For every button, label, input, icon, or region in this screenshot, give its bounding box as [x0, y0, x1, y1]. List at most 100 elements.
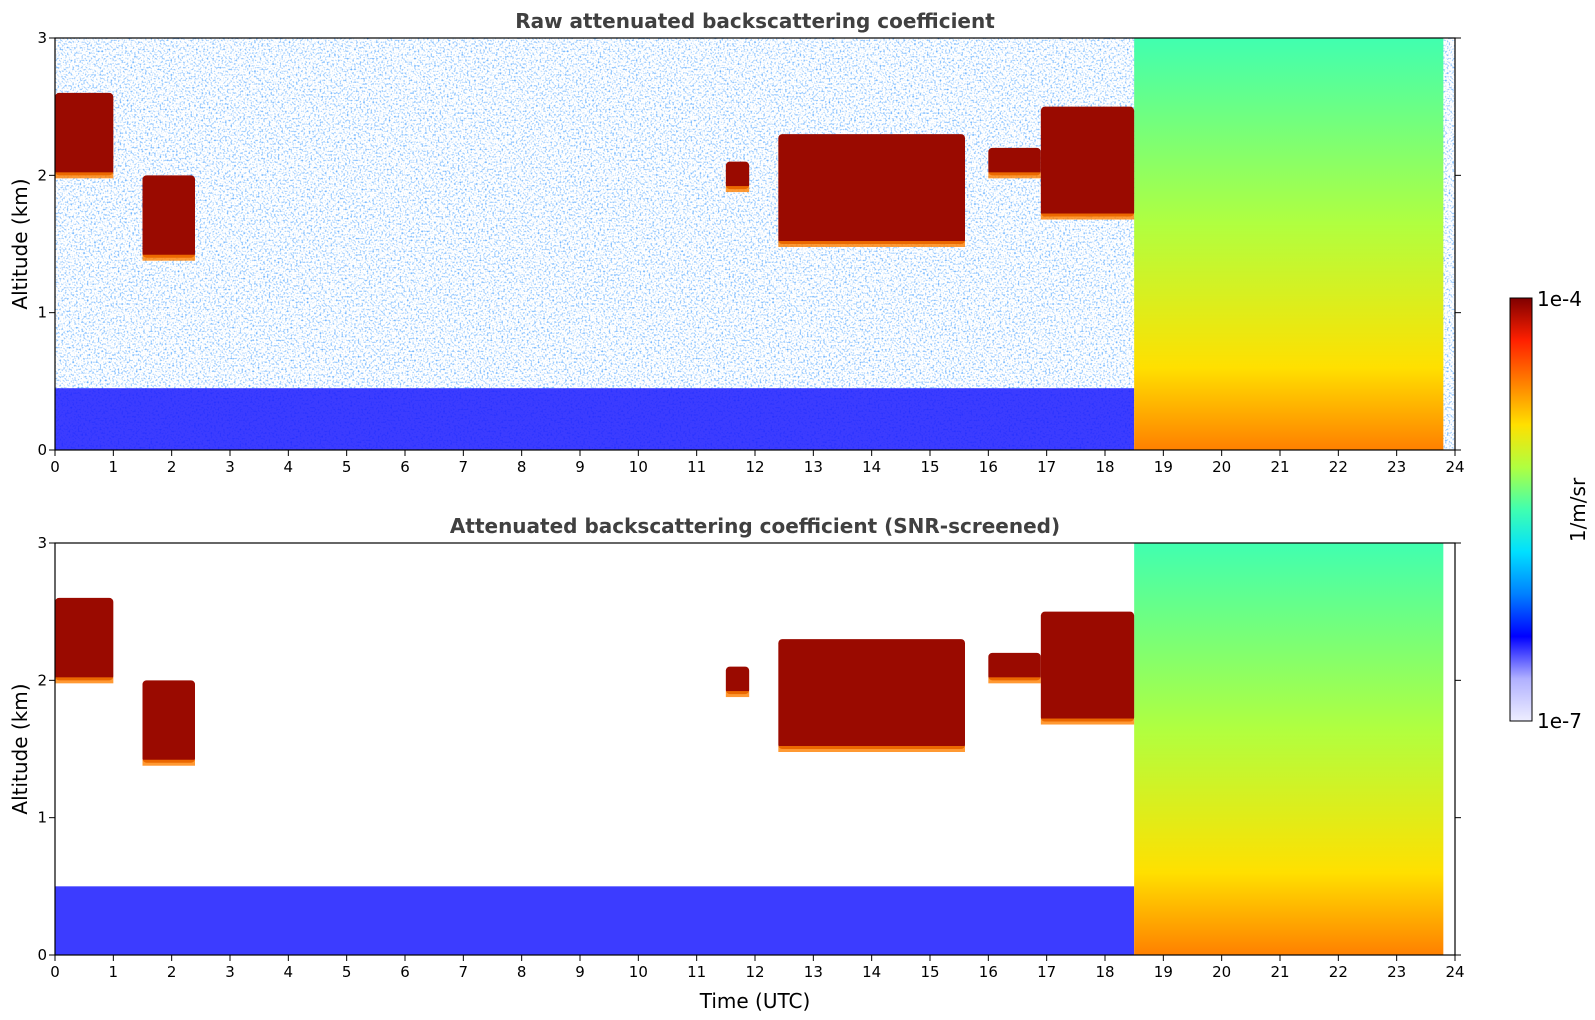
heatmap-feature-cloud [142, 680, 195, 763]
x-tick-label: 19 [1154, 963, 1173, 981]
y-tick-label: 1 [37, 304, 47, 322]
x-tick-label: 18 [1095, 458, 1114, 476]
heatmap-feature-cloud [1040, 106, 1135, 217]
x-tick-label: 23 [1387, 963, 1406, 981]
x-tick-label: 5 [342, 963, 352, 981]
x-tick-label: 14 [862, 458, 881, 476]
cloud-edge [725, 186, 750, 193]
cloud-edge [142, 759, 195, 766]
x-tick-label: 6 [400, 458, 410, 476]
x-tick-label: 13 [804, 963, 823, 981]
x-tick-label: 22 [1329, 458, 1348, 476]
cloud-edge [725, 691, 750, 698]
heatmap-feature-cloud [142, 175, 195, 258]
heatmap-area [55, 543, 1455, 955]
y-axis: 0 1 2 3 [37, 29, 1461, 459]
x-tick-label: 8 [517, 458, 527, 476]
x-tick-label: 17 [1037, 963, 1056, 981]
heatmap-area [55, 38, 1455, 450]
x-tick-label: 2 [167, 458, 177, 476]
x-tick-label: 22 [1329, 963, 1348, 981]
y-tick-label: 0 [37, 441, 47, 459]
x-tick-label: 9 [575, 963, 585, 981]
x-tick-label: 17 [1037, 458, 1056, 476]
heatmap-feature-boundary-layer-aerosol [55, 886, 1135, 955]
heatmap-feature-cloud [988, 147, 1041, 176]
y-tick-label: 1 [37, 809, 47, 827]
y-axis: 0 1 2 3 [37, 534, 1461, 964]
y-tick-label: 3 [37, 29, 47, 47]
panel-title: Raw attenuated backscattering coefficien… [515, 9, 995, 33]
heatmap-feature-cloud [725, 161, 750, 190]
heatmap-feature-cloud [55, 92, 114, 176]
panel-screened: Attenuated backscattering coefficient (S… [8, 514, 1465, 1013]
x-tick-label: 13 [804, 458, 823, 476]
panel-title: Attenuated backscattering coefficient (S… [450, 514, 1060, 538]
cloud-edge [988, 677, 1041, 684]
x-tick-label: 0 [50, 458, 60, 476]
y-axis-label: Altitude (km) [8, 683, 32, 814]
cloud-edge [778, 746, 965, 752]
x-tick-label: 7 [459, 458, 469, 476]
heatmap-feature-cloud [55, 597, 114, 681]
heatmap-feature-boundary-layer-aerosol [55, 388, 1135, 450]
x-axis: 0 1 2 3 4 5 6 7 8 9 10 11 12 13 14 15 16 17 18 19 20 21 22 23 24 [50, 955, 1465, 981]
colorbar-gradient [1510, 298, 1532, 721]
x-tick-label: 0 [50, 963, 60, 981]
x-tick-label: 5 [342, 458, 352, 476]
x-tick-label: 21 [1270, 963, 1289, 981]
heatmap-feature-rain-virga [1134, 543, 1444, 955]
colorbar: 1e-4 1e-7 1/m/sr [1509, 287, 1590, 733]
x-tick-label: 12 [745, 458, 764, 476]
colorbar-min-label: 1e-7 [1537, 709, 1582, 733]
x-tick-label: 3 [225, 458, 235, 476]
x-tick-label: 18 [1095, 963, 1114, 981]
y-tick-label: 3 [37, 534, 47, 552]
y-tick-label: 0 [37, 946, 47, 964]
x-tick-label: 16 [979, 458, 998, 476]
heatmap-feature-cloud [778, 134, 965, 244]
cloud-edge [142, 254, 195, 261]
heatmap-feature-cloud [1040, 611, 1135, 722]
x-axis-label: Time (UTC) [699, 989, 811, 1013]
cloud-edge [55, 172, 114, 179]
x-tick-label: 1 [109, 963, 119, 981]
x-tick-label: 20 [1212, 963, 1231, 981]
colorbar-frame [1509, 297, 1533, 722]
panel-raw: Raw attenuated backscattering coefficien… [8, 9, 1465, 476]
x-tick-label: 3 [225, 963, 235, 981]
x-tick-label: 11 [687, 963, 706, 981]
x-tick-label: 10 [629, 458, 648, 476]
y-tick-label: 2 [37, 671, 47, 689]
y-tick-label: 2 [37, 166, 47, 184]
x-tick-label: 19 [1154, 458, 1173, 476]
x-axis: 0 1 2 3 4 5 6 7 8 9 10 11 12 13 14 15 16 17 18 19 20 21 22 23 24 [50, 450, 1465, 476]
x-tick-label: 24 [1445, 963, 1464, 981]
y-axis-label: Altitude (km) [8, 178, 32, 309]
cloud-edge [1040, 213, 1135, 220]
x-tick-label: 2 [167, 963, 177, 981]
x-tick-label: 14 [862, 963, 881, 981]
cloud-edge [1040, 718, 1135, 725]
x-tick-label: 15 [920, 963, 939, 981]
x-tick-label: 20 [1212, 458, 1231, 476]
cloud-edge [778, 241, 965, 247]
x-tick-label: 21 [1270, 458, 1289, 476]
cloud-edge [55, 677, 114, 684]
x-tick-label: 12 [745, 963, 764, 981]
x-tick-label: 23 [1387, 458, 1406, 476]
x-tick-label: 16 [979, 963, 998, 981]
colorbar-unit-label: 1/m/sr [1566, 477, 1590, 542]
x-tick-label: 7 [459, 963, 469, 981]
heatmap-feature-cloud [725, 666, 750, 695]
x-tick-label: 9 [575, 458, 585, 476]
heatmap-feature-cloud [988, 652, 1041, 681]
x-tick-label: 4 [284, 963, 294, 981]
x-tick-label: 11 [687, 458, 706, 476]
heatmap-feature-cloud [778, 639, 965, 749]
x-tick-label: 10 [629, 963, 648, 981]
colorbar-max-label: 1e-4 [1537, 287, 1582, 311]
x-tick-label: 4 [284, 458, 294, 476]
x-tick-label: 15 [920, 458, 939, 476]
